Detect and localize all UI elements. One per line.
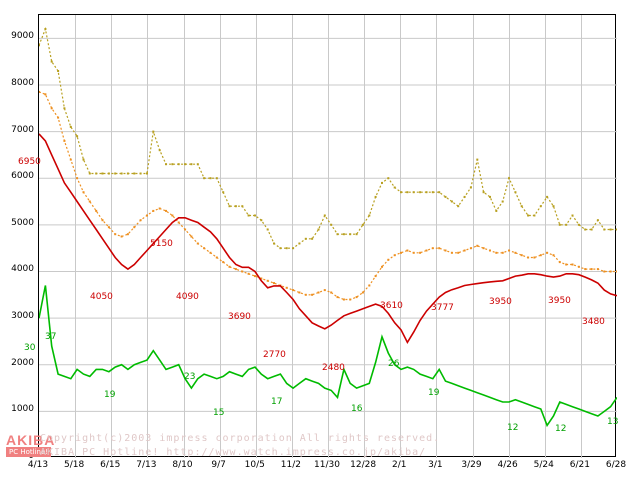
point-label: 6950 <box>18 157 41 167</box>
series-volume-index <box>39 285 617 428</box>
x-tick-label: 4/13 <box>27 460 49 470</box>
point-label: 23 <box>184 372 196 382</box>
point-label: 2770 <box>263 350 286 360</box>
footer-line-2: AKIBA PC Hotline! http://www.watch.impre… <box>40 447 427 458</box>
x-tick-label: 5/24 <box>533 460 554 470</box>
chart-svg <box>39 15 617 458</box>
series-average <box>39 91 617 301</box>
point-label: 15 <box>213 408 225 418</box>
y-tick-label: 2000 <box>11 357 34 368</box>
x-tick-label: 3/29 <box>461 460 482 470</box>
akiba-logo: AKIBA PC Hotline! <box>6 432 70 458</box>
point-label: 30 <box>24 343 36 353</box>
y-tick-label: 4000 <box>11 264 34 275</box>
x-tick-label: 8/10 <box>172 460 193 470</box>
point-label: 12 <box>507 423 519 433</box>
x-tick-label: 7/13 <box>136 460 157 470</box>
y-tick-label: 9000 <box>11 31 34 42</box>
point-label: 19 <box>428 388 440 398</box>
x-tick-label: 10/5 <box>244 460 265 470</box>
point-label: 2480 <box>322 363 345 373</box>
y-tick-label: 3000 <box>11 311 34 322</box>
point-label: 12 <box>555 424 567 434</box>
x-tick-label: 3/1 <box>428 460 443 470</box>
footer-line-1: Copyright(c)2003 impress corporation All… <box>40 433 441 444</box>
y-tick-label: 5000 <box>11 217 34 228</box>
point-label: 3950 <box>489 297 512 307</box>
y-tick-label: 7000 <box>11 124 34 135</box>
x-tick-label: 9/7 <box>211 460 226 470</box>
plot-area <box>38 14 617 458</box>
point-label: 4090 <box>176 292 199 302</box>
x-tick-label: 6/21 <box>569 460 590 470</box>
series-high <box>39 26 617 249</box>
y-tick-label: 1000 <box>11 404 34 415</box>
gridlines <box>39 15 617 458</box>
footer-watermark: Copyright(c)2003 impress corporation All… <box>40 432 620 472</box>
y-tick-label: 6000 <box>11 171 34 182</box>
point-label: 3950 <box>548 296 571 306</box>
x-tick-label: 2/1 <box>392 460 407 470</box>
series-layer <box>39 26 617 428</box>
y-tick-label: 8000 <box>11 77 34 88</box>
series-low <box>39 133 617 345</box>
logo-sub: PC Hotline! <box>6 447 52 457</box>
point-label: 37 <box>45 332 57 342</box>
point-label: 3777 <box>431 303 454 313</box>
point-label: 19 <box>104 390 116 400</box>
point-label: 3480 <box>582 317 605 327</box>
x-tick-label: 6/28 <box>605 460 627 470</box>
point-label: 5150 <box>150 239 173 249</box>
point-label: 13 <box>607 417 619 427</box>
point-label: 26 <box>388 359 400 369</box>
x-tick-label: 4/26 <box>497 460 518 470</box>
point-label: 3610 <box>380 301 403 311</box>
x-tick-label: 11/30 <box>314 460 340 470</box>
point-label: 16 <box>351 404 363 414</box>
point-label: 4050 <box>90 292 113 302</box>
x-tick-label: 6/15 <box>100 460 121 470</box>
x-tick-label: 12/28 <box>350 460 377 470</box>
x-tick-label: 11/2 <box>280 460 301 470</box>
logo-name: AKIBA <box>6 432 56 448</box>
point-label: 3690 <box>228 312 251 322</box>
point-label: 17 <box>271 397 283 407</box>
x-tick-label: 5/18 <box>64 460 85 470</box>
